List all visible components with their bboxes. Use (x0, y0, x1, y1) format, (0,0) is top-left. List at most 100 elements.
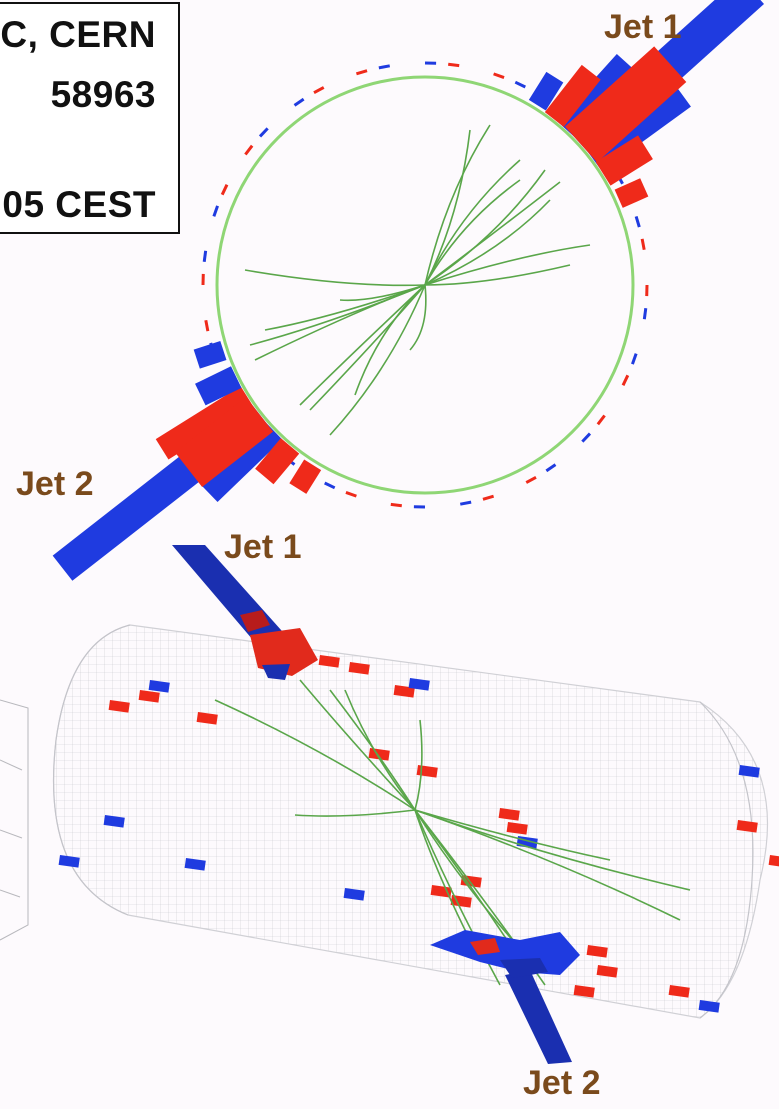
event-info-line-2: 58963 (50, 74, 156, 115)
ring-dash (313, 86, 325, 95)
jet-1-tower (595, 135, 653, 186)
calorimeter-cell (58, 855, 80, 868)
track (424, 264, 571, 286)
track (424, 159, 521, 286)
ring-dash (204, 319, 210, 332)
calorimeter-cell (148, 680, 170, 693)
track (414, 809, 471, 941)
calorimeter-cell-deposits (58, 655, 779, 1013)
ring-dash (293, 97, 305, 107)
calorimeter-cell (393, 685, 415, 698)
ring-dash (202, 250, 208, 262)
ring-dash (631, 353, 638, 365)
jet-2-transverse (52, 341, 322, 581)
jet-1-longitudinal (172, 545, 318, 680)
ring-dash (493, 72, 505, 79)
track (329, 284, 426, 436)
jet-2-tower (200, 422, 283, 503)
jet-2-longitudinal (430, 930, 580, 1064)
ring-dash (525, 475, 537, 484)
track (414, 809, 691, 891)
jet-2-tower (155, 386, 254, 460)
calorimeter-cell (103, 815, 125, 828)
ring-dash (345, 491, 357, 498)
jet-2-tower (193, 341, 227, 369)
transverse-tracks (244, 124, 591, 436)
calorimeter-cell (196, 712, 218, 725)
track (344, 689, 416, 811)
ring-dash (634, 215, 641, 228)
jet-2-tower (175, 396, 274, 488)
track (264, 284, 426, 331)
calorimeter-cell (108, 700, 130, 713)
ring-dash (482, 494, 495, 501)
track (294, 809, 416, 817)
ring-dash (390, 502, 402, 508)
calorimeter-cell (430, 885, 452, 898)
calorimeter-cell (573, 985, 595, 998)
ring-dash (378, 64, 391, 70)
ring-dash (514, 80, 526, 89)
track (424, 129, 471, 286)
ring-dash (212, 205, 219, 217)
ring-dash (640, 238, 646, 251)
ring-dash (448, 62, 460, 68)
track (244, 269, 426, 287)
calorimeter-cell (506, 822, 528, 835)
calorimeter-cell (460, 875, 482, 888)
calorimeter-cell (184, 858, 206, 871)
ring-dash (581, 432, 592, 443)
calorimeter-cell (408, 678, 430, 691)
event-info-box: C, CERN 58963 05 CEST (0, 2, 180, 234)
calorimeter-cell (768, 854, 779, 868)
track (354, 284, 426, 396)
jet-1-transverse (528, 0, 765, 208)
track (424, 181, 561, 286)
transverse-jet2-label: Jet 2 (16, 465, 94, 503)
calorimeter-cell (596, 965, 618, 978)
longitudinal-jet1-label: Jet 1 (224, 528, 302, 566)
ring-dash (258, 127, 269, 138)
jet-1-tower (528, 71, 564, 111)
track (254, 284, 426, 361)
transverse-jet1-label: Jet 1 (604, 8, 682, 46)
event-info-line-4: 05 CEST (2, 184, 156, 225)
calorimeter-cell (348, 662, 370, 675)
calorimeter-cell (668, 985, 690, 998)
ring-dash (244, 144, 254, 156)
track (414, 809, 611, 861)
calorimeter-cell (738, 765, 760, 778)
ring-dash (642, 308, 648, 320)
jet-2-tower (195, 366, 242, 406)
calorimeter-cell (138, 690, 160, 703)
track (339, 284, 426, 302)
tracker-ring (215, 75, 635, 495)
jet-1-tower (587, 87, 691, 172)
calorimeter-cell (318, 655, 340, 668)
ring-dash (355, 69, 368, 76)
jet-2-tower (255, 438, 300, 485)
longitudinal-jet2-label: Jet 2 (523, 1064, 601, 1102)
calorimeter-cell (586, 945, 608, 958)
track (414, 719, 423, 811)
jet-1-tower (544, 64, 601, 127)
endcap-wireframe (0, 699, 29, 941)
jet-1-tower (565, 46, 687, 163)
ring-dash (621, 374, 630, 386)
transverse-view (52, 0, 765, 581)
track (309, 284, 426, 411)
jet-1-tower (556, 54, 635, 137)
calorimeter-cell (368, 748, 390, 761)
ring-dash (596, 414, 606, 426)
calorimeter-cell (498, 808, 520, 821)
ring-dash (324, 481, 336, 490)
event-info-line-1: C, CERN (0, 14, 156, 55)
track (214, 699, 416, 811)
track (424, 179, 521, 286)
track (424, 199, 551, 286)
ring-dash (459, 500, 472, 506)
track (424, 244, 591, 286)
track (424, 124, 491, 286)
longitudinal-view (0, 545, 779, 1064)
